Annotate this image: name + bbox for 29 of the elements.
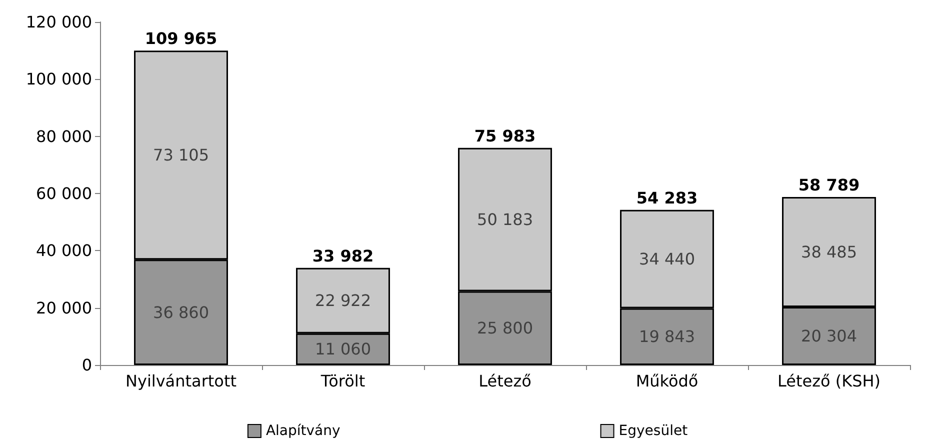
x-tick-label: Nyilvántartott (125, 372, 237, 390)
x-tick-label: Létező (478, 372, 532, 390)
data-label: 11 060 (315, 340, 371, 359)
y-tick-label: 40 000 (36, 241, 92, 260)
y-tick-label: 20 000 (36, 298, 92, 318)
x-tick-label: Működő (636, 372, 698, 390)
data-label: 25 800 (477, 318, 533, 338)
total-label: 33 982 (312, 246, 374, 266)
legend-label: Alapítvány (266, 423, 340, 439)
data-label: 20 304 (801, 326, 857, 346)
x-tick-label: Törölt (320, 372, 366, 390)
total-label: 75 983 (474, 126, 536, 146)
total-label: 109 965 (144, 29, 218, 48)
y-tick-label: 80 000 (36, 126, 92, 146)
data-label: 22 922 (315, 291, 371, 310)
data-label: 73 105 (153, 146, 209, 165)
y-tick-label: 120 000 (26, 12, 92, 32)
y-tick-label: 100 000 (26, 70, 92, 89)
x-tick-label: Létező (KSH) (777, 372, 881, 390)
data-label: 38 485 (801, 242, 857, 262)
legend-label: Egyesület (618, 423, 688, 439)
data-label: 34 440 (639, 250, 695, 269)
total-label: 54 283 (636, 188, 698, 208)
y-tick-label: 0 (82, 356, 92, 374)
data-label: 36 860 (153, 302, 209, 322)
data-label: 19 843 (639, 327, 695, 346)
y-tick-label: 60 000 (36, 184, 92, 203)
data-label: 50 183 (477, 210, 533, 230)
total-label: 58 789 (798, 175, 860, 194)
